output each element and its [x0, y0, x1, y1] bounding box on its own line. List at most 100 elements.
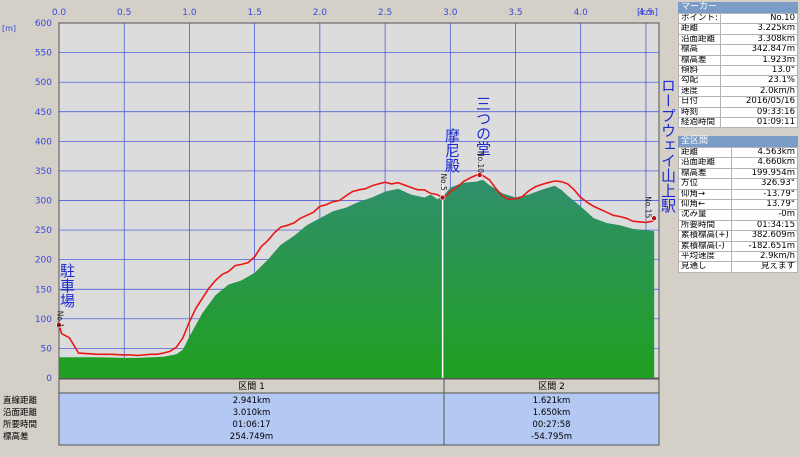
x-unit-label: [km] [637, 8, 658, 18]
info-key: 日付 [678, 96, 721, 108]
point-marker [476, 172, 483, 178]
info-row: 仰角→ -13.79° [678, 188, 799, 201]
point-label: ロープウェイ山上駅 [659, 78, 676, 213]
info-row: 累積標高(-) -182.651m [678, 240, 799, 253]
section-value: -54.795m [531, 432, 572, 442]
info-value: 3.308km [719, 33, 799, 46]
info-value: -0m [730, 209, 799, 221]
info-row: 時刻 09:33:16 [678, 106, 799, 119]
info-row: 標高 342.847m [678, 44, 799, 56]
info-row: 沿面距離 4.660km [678, 157, 799, 169]
info-key: 見通し [678, 261, 732, 273]
terrain-area [59, 179, 655, 378]
point-number-label: No.10 [476, 151, 485, 173]
info-row: 距離 4.563km [678, 146, 799, 159]
section-row-label: 直線距離 [3, 395, 38, 406]
y-tick-label: 500 [35, 78, 52, 88]
info-key: 平均速度 [678, 251, 732, 263]
y-tick-label: 550 [35, 49, 52, 59]
y-tick-label: 300 [35, 197, 52, 207]
info-row: 沈み量 -0m [678, 209, 799, 221]
info-key: 経過時間 [678, 117, 721, 129]
y-tick-label: 200 [35, 256, 52, 266]
y-tick-label: 150 [35, 285, 52, 295]
section-body-cell [58, 392, 445, 446]
y-tick-label: 100 [35, 315, 52, 325]
info-row: 速度 2.0km/h [678, 85, 799, 98]
info-key: 標高差 [678, 167, 732, 180]
info-row: 勾配 23.1% [678, 75, 799, 87]
point-number-label: No.1 [56, 311, 65, 328]
info-row: 日付 2016/05/16 [678, 96, 799, 108]
x-tick-label: 4.5 [639, 8, 653, 18]
info-key: ポイント: [678, 12, 721, 25]
x-tick-label: 2.0 [313, 8, 328, 18]
section-row-label: 所要時間 [3, 419, 37, 430]
x-tick-label: 2.5 [378, 8, 392, 18]
track-line [58, 173, 655, 357]
total-panel-title: 全区間 [678, 136, 798, 147]
info-key: 方位 [678, 178, 732, 190]
info-value: 3.225km [719, 23, 799, 35]
info-value: No.10 [719, 12, 799, 25]
section-table: 区間 1 2.941km 3.010km 01:06:17 254.749m 区間 2 1.… [3, 378, 660, 446]
info-key: 沿面距離 [678, 33, 721, 46]
info-value: 2016/05/16 [719, 96, 799, 108]
info-row: 傾斜 13.0° [678, 65, 799, 77]
info-value: 326.93° [730, 178, 799, 190]
info-key: 距離 [678, 146, 732, 159]
section-value: 00:27:58 [532, 420, 570, 430]
point-marker [56, 321, 62, 328]
info-key: 仰角→ [678, 188, 732, 201]
info-row: 見通し 見えます [678, 261, 799, 273]
info-row: 標高差 1.923m [678, 54, 799, 67]
total-panel: 全区間 距離 4.563km 沿面距離 4.660km 標高差 199.954m 方位 326… [678, 136, 799, 273]
marker-panel: マーカー ポイント: No.10 距離 3.225km 沿面距離 3.308km 標高 342… [678, 2, 799, 129]
info-key: 所要時間 [678, 219, 732, 232]
info-value: 199.954m [730, 167, 799, 180]
info-value: 01:34:15 [730, 219, 799, 232]
info-key: 標高差 [678, 54, 721, 67]
y-tick-label: 50 [41, 344, 53, 354]
info-key: 累積標高(-) [678, 240, 732, 253]
point-label: 摩尼殿 [443, 127, 461, 173]
y-tick-label: 600 [35, 19, 52, 29]
info-key: 時刻 [678, 106, 721, 119]
section-header-label: 区間 2 [538, 381, 565, 392]
info-key: 速度 [678, 85, 721, 98]
section-row-label: 標高差 [3, 431, 29, 442]
info-row: 沿面距離 3.308km [678, 33, 799, 46]
y-unit-label: [m] [2, 24, 16, 33]
info-value: 01:09:11 [719, 117, 799, 129]
marker-panel-title: マーカー [678, 2, 798, 13]
info-row: 標高差 199.954m [678, 167, 799, 180]
info-value: 1.923m [719, 54, 799, 67]
info-row: 仰角← 13.79° [678, 199, 799, 211]
info-row: ポイント: No.10 [678, 12, 799, 25]
info-value: 4.660km [730, 157, 799, 169]
info-value: 2.9km/h [730, 251, 799, 263]
info-value: 23.1% [719, 75, 799, 87]
point-marker [439, 194, 446, 201]
y-tick-label: 250 [35, 226, 52, 236]
info-row: 方位 326.93° [678, 178, 799, 190]
x-tick-label: 1.0 [182, 8, 197, 18]
info-value: 13.79° [730, 199, 799, 211]
info-row: 距離 3.225km [678, 23, 799, 35]
section-value: 1.650km [533, 408, 571, 418]
info-row: 累積標高(+) 382.609m [678, 230, 799, 242]
section-value: 1.621km [533, 396, 571, 406]
info-value: 342.847m [719, 44, 799, 56]
info-key: 傾斜 [678, 65, 721, 77]
x-axis-ticks: 0.0 0.5 1.0 1.5 2.0 2.5 3.0 3.5 4.0 4.5 [52, 8, 653, 18]
marker-table: ポイント: No.10 距離 3.225km 沿面距離 3.308km 標高 342.847m… [678, 12, 799, 129]
x-tick-label: 0.5 [117, 8, 131, 18]
section-value: 01:06:17 [232, 420, 270, 430]
info-row: 経過時間 01:09:11 [678, 117, 799, 129]
section-row-label: 沿面距離 [3, 407, 38, 418]
info-key: 沈み量 [678, 209, 732, 221]
info-value: 382.609m [730, 230, 799, 242]
section-value: 3.010km [233, 408, 271, 418]
info-row: 平均速度 2.9km/h [678, 251, 799, 263]
